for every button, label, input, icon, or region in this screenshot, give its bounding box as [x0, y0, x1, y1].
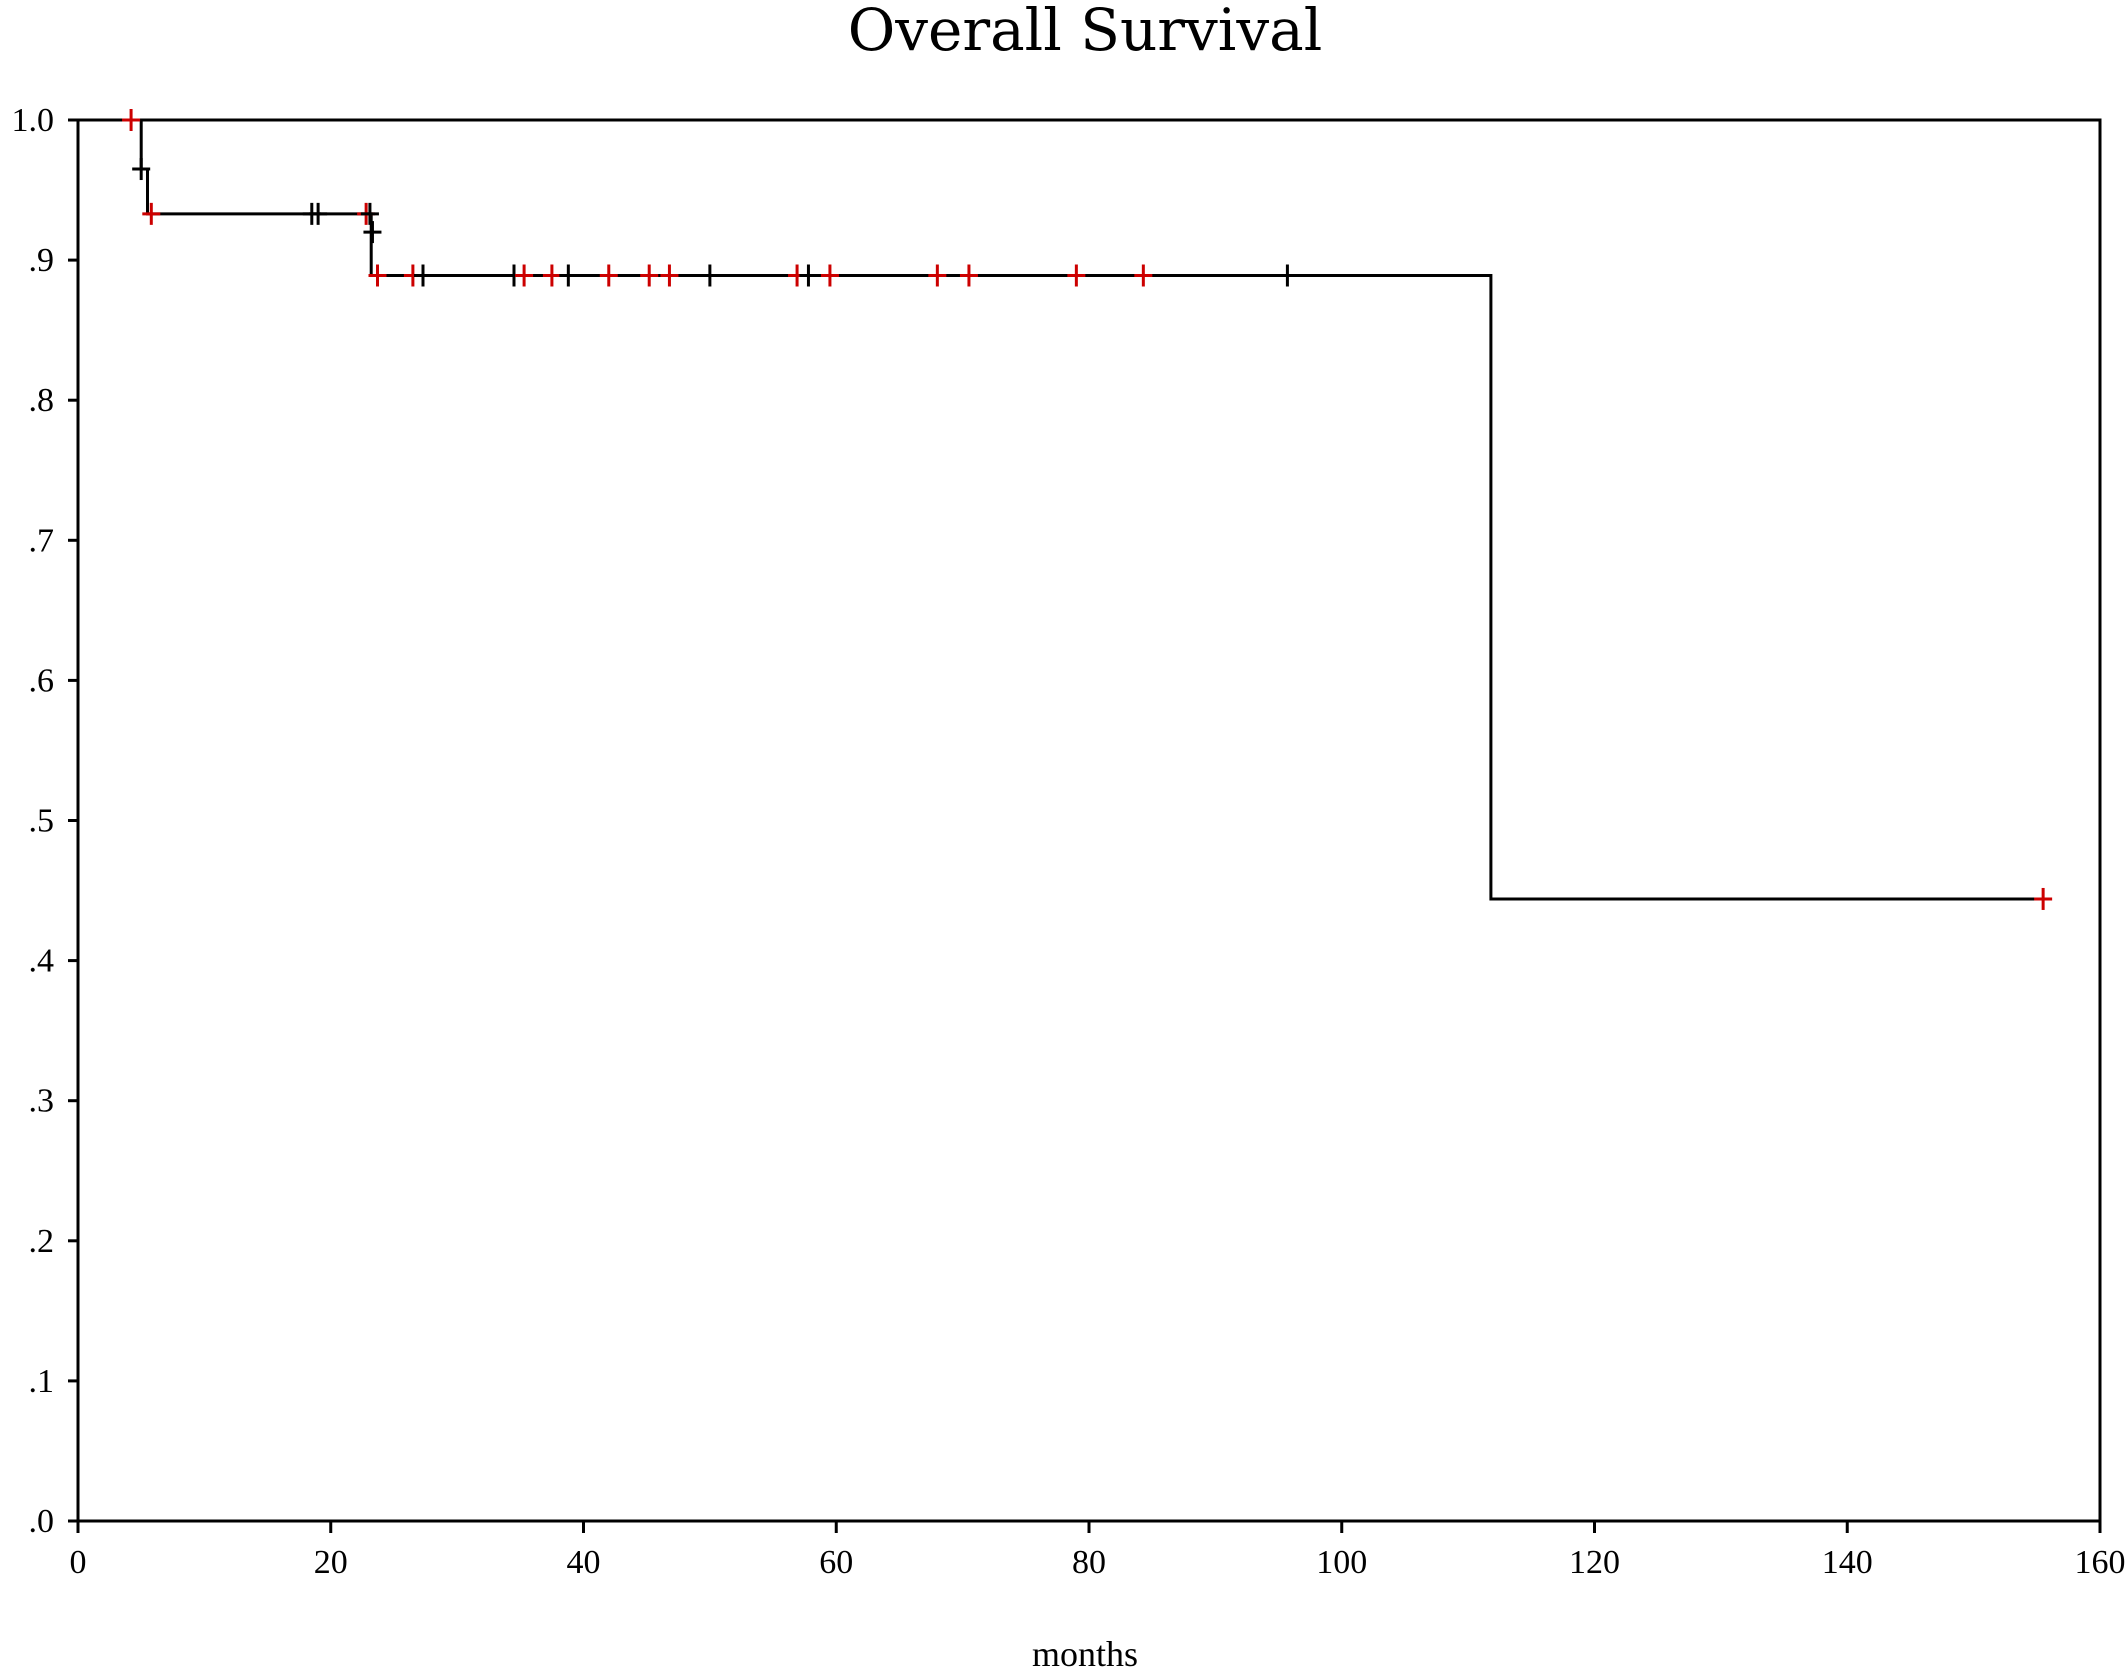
- x-tick-label: 140: [1822, 1544, 1873, 1581]
- censor-mark: [959, 264, 978, 287]
- censor-mark: [142, 202, 161, 225]
- y-tick-label: .8: [29, 382, 55, 419]
- x-axis-label: months: [1032, 1634, 1138, 1674]
- censor-mark: [928, 264, 947, 287]
- x-tick-label: 120: [1569, 1544, 1620, 1581]
- censor-mark: [122, 109, 141, 131]
- censor-mark: [368, 264, 387, 287]
- censor-mark: [2034, 887, 2053, 910]
- chart-title: Overall Survival: [848, 0, 1323, 64]
- censor-mark: [414, 264, 433, 287]
- censor-mark: [1134, 264, 1153, 287]
- censor-mark: [820, 264, 839, 287]
- x-tick-label: 80: [1072, 1544, 1106, 1581]
- y-tick-label: .7: [29, 522, 55, 559]
- x-tick-label: 60: [819, 1544, 853, 1581]
- censor-mark: [1278, 264, 1297, 287]
- x-tick-label: 20: [314, 1544, 348, 1581]
- censor-mark: [542, 264, 561, 287]
- y-tick-label: .3: [29, 1083, 55, 1120]
- y-tick-label: .1: [29, 1363, 55, 1400]
- censor-marks: [122, 109, 2053, 910]
- y-tick-label: .5: [29, 803, 55, 840]
- y-tick-label: .0: [29, 1503, 55, 1540]
- censor-mark: [132, 158, 151, 181]
- y-tick-label: 1.0: [12, 102, 55, 139]
- x-tick-label: 160: [2075, 1544, 2126, 1581]
- survival-curve-group: [78, 118, 2044, 901]
- x-tick-label: 40: [567, 1544, 601, 1581]
- y-tick-label: .2: [29, 1223, 55, 1260]
- x-tick-label: 100: [1316, 1544, 1367, 1581]
- censor-mark: [700, 264, 719, 287]
- censor-mark: [640, 264, 659, 287]
- censor-mark: [360, 202, 379, 225]
- censor-mark: [309, 202, 328, 225]
- censor-mark: [660, 264, 679, 287]
- y-tick-label: .6: [29, 662, 55, 699]
- censor-mark: [363, 221, 382, 244]
- censor-mark: [559, 264, 578, 287]
- y-axis: .0 .1 .2 .3 .4 .5 .6 .7 .8 .9 1.0: [12, 102, 78, 1540]
- censor-mark: [799, 264, 818, 287]
- censor-mark: [515, 264, 534, 287]
- y-tick-label: .4: [29, 943, 55, 980]
- x-tick-label: 0: [70, 1544, 87, 1581]
- survival-curve: [78, 118, 2044, 901]
- censor-mark: [599, 264, 618, 287]
- x-axis: 0 20 40 60 80 100 120 140 160: [70, 1521, 2126, 1581]
- censor-mark: [1067, 264, 1086, 287]
- y-tick-label: .9: [29, 242, 55, 279]
- plot-frame: [76, 118, 2102, 1523]
